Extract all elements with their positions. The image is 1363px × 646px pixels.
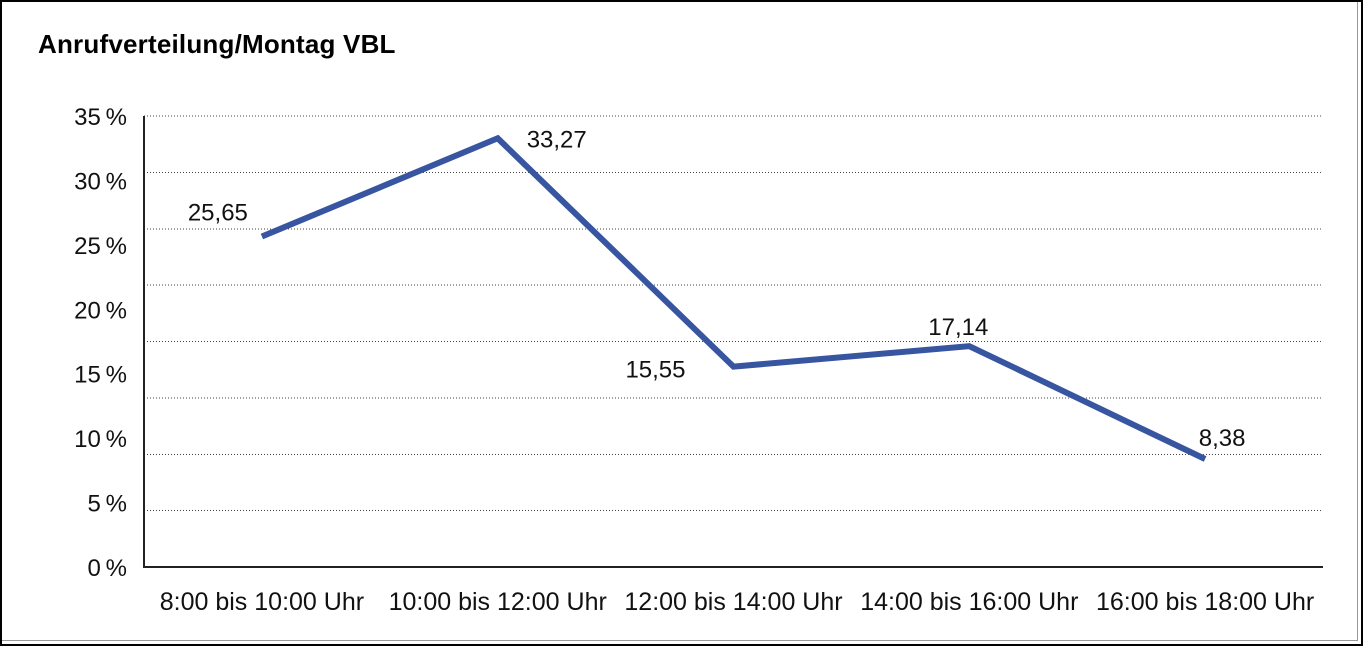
- data-point-label: 8,38: [1199, 425, 1246, 452]
- data-point-label: 25,65: [188, 199, 248, 226]
- data-line: [260, 134, 1207, 462]
- x-category-label: 10:00 bis 12:00 Uhr: [389, 588, 607, 616]
- y-tick-label: 15 %: [74, 362, 127, 389]
- y-tick-label: 35 %: [74, 104, 127, 131]
- y-tick-label: 25 %: [74, 233, 127, 260]
- y-tick-label: 30 %: [74, 168, 127, 195]
- x-category-label: 16:00 bis 18:00 Uhr: [1096, 588, 1314, 616]
- chart-title: Anrufverteilung/Montag VBL: [38, 29, 396, 59]
- data-point-label: 17,14: [928, 314, 988, 341]
- y-tick-label: 10 %: [74, 426, 127, 453]
- x-category-label: 14:00 bis 16:00 Uhr: [860, 588, 1078, 616]
- x-category-label: 8:00 bis 10:00 Uhr: [160, 588, 364, 616]
- data-point-label: 33,27: [527, 126, 587, 153]
- y-tick-label: 20 %: [74, 297, 127, 324]
- data-point-label: 15,55: [625, 357, 685, 384]
- y-tick-label: 0 %: [88, 555, 128, 582]
- x-category-label: 12:00 bis 14:00 Uhr: [624, 588, 842, 616]
- y-tick-label: 5 %: [88, 491, 128, 518]
